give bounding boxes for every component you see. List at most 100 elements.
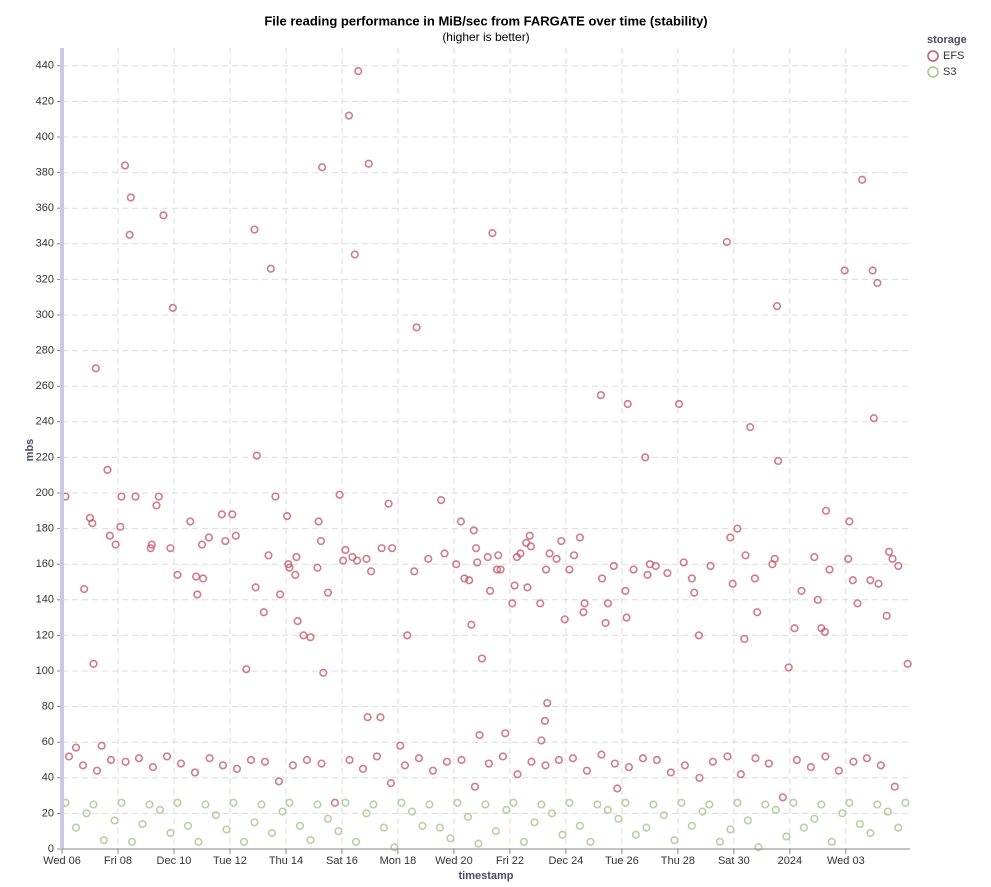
point [323, 814, 333, 823]
y-tick-label: 220 [36, 451, 54, 463]
point [526, 542, 536, 551]
point [643, 570, 652, 579]
point [641, 453, 650, 462]
x-tick-label: 2024 [778, 855, 802, 867]
point [388, 544, 397, 553]
point [764, 759, 773, 768]
point [463, 812, 473, 822]
y-tick-label: 360 [36, 202, 54, 214]
point [257, 800, 266, 809]
point [813, 595, 822, 604]
point [384, 499, 393, 508]
point [586, 837, 595, 846]
point [797, 586, 806, 596]
y-tick-label: 0 [48, 843, 54, 855]
x-tick-label: Mon 18 [380, 855, 417, 867]
point [695, 773, 704, 782]
point [453, 798, 462, 807]
point [537, 736, 546, 745]
y-tick-label: 240 [36, 416, 54, 428]
point [569, 551, 579, 560]
point [341, 798, 350, 807]
point [330, 798, 340, 807]
point [494, 551, 503, 560]
point [772, 302, 782, 311]
point [629, 565, 638, 574]
point [190, 768, 200, 777]
point [152, 501, 161, 510]
point [232, 764, 242, 774]
point [510, 581, 519, 590]
point [82, 809, 91, 818]
point [183, 821, 193, 830]
point [547, 809, 557, 818]
point [492, 565, 502, 574]
point [376, 713, 385, 722]
point [496, 565, 505, 574]
point [111, 540, 120, 549]
point [120, 161, 130, 170]
y-tick-label: 120 [36, 629, 54, 641]
point [318, 163, 327, 172]
point [541, 565, 551, 574]
point [687, 821, 696, 830]
point [601, 618, 610, 628]
point [400, 761, 410, 770]
point [440, 549, 449, 558]
point [845, 517, 854, 526]
point [121, 757, 130, 766]
point [545, 549, 554, 558]
legend-label: S3 [943, 66, 956, 78]
point [266, 264, 275, 273]
point [753, 608, 762, 617]
point [649, 800, 658, 809]
point [491, 827, 501, 836]
point [597, 574, 607, 583]
point [271, 492, 280, 501]
point [789, 798, 798, 807]
point [197, 540, 207, 549]
point [743, 816, 752, 825]
x-tick-label: Fri 08 [104, 855, 132, 867]
x-tick-label: Wed 03 [827, 855, 865, 867]
point [890, 782, 899, 791]
point [407, 807, 417, 816]
y-tick-label: 320 [36, 273, 54, 285]
point [351, 837, 361, 846]
point [609, 561, 618, 571]
point [565, 798, 574, 807]
point [285, 798, 294, 807]
point [708, 757, 717, 766]
point [339, 556, 348, 565]
point [771, 805, 780, 814]
point [554, 755, 564, 765]
point [176, 759, 186, 768]
point [155, 805, 165, 814]
point [820, 627, 829, 636]
point [726, 533, 735, 542]
point [369, 800, 378, 809]
point [116, 522, 125, 531]
point [543, 698, 552, 708]
point [631, 830, 640, 839]
legend: storage EFS S3 [927, 34, 967, 78]
point [557, 536, 566, 546]
point [345, 755, 354, 765]
point [435, 823, 445, 832]
point [844, 554, 853, 563]
point [848, 576, 857, 585]
x-tick-label: Tue 12 [213, 855, 247, 867]
point [751, 754, 760, 763]
point [78, 761, 88, 770]
point [888, 554, 897, 563]
point [89, 800, 98, 809]
point [706, 561, 715, 571]
point [761, 800, 770, 809]
point [396, 741, 405, 750]
point [334, 827, 343, 836]
point [652, 755, 661, 765]
point [746, 423, 755, 432]
point [778, 793, 787, 802]
points [61, 67, 912, 852]
legend-marker [927, 66, 939, 78]
